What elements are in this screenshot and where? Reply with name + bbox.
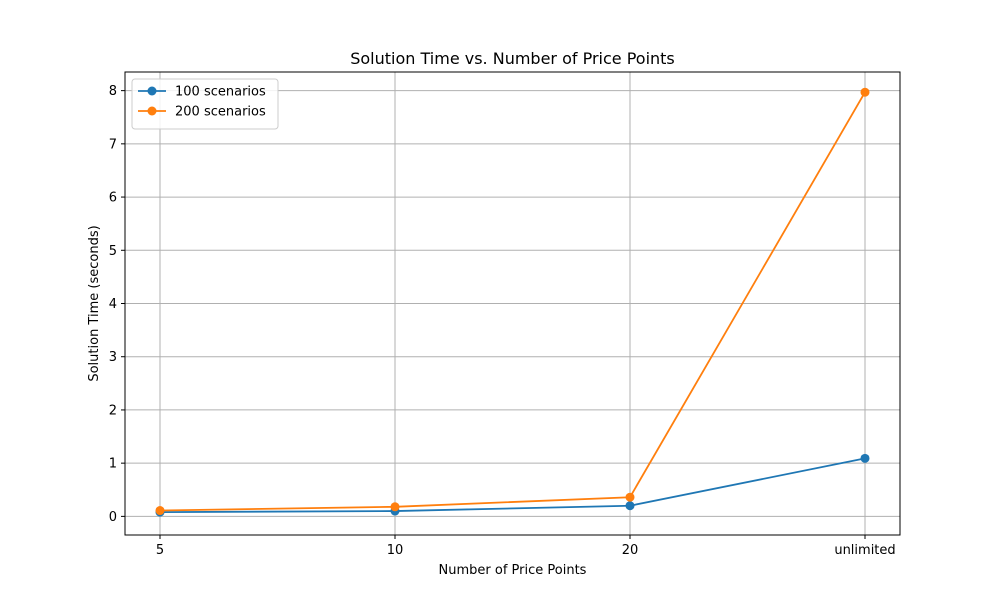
legend-box: [131, 78, 279, 130]
y-tick-label: 5: [109, 244, 117, 259]
y-tick-label: 0: [109, 510, 117, 525]
data-point: [390, 502, 400, 512]
legend: 100 scenarios 200 scenarios: [131, 78, 279, 130]
data-point: [860, 87, 870, 97]
data-point: [860, 453, 870, 463]
x-tick-label: 10: [387, 543, 404, 558]
data-point: [155, 506, 165, 516]
y-axis-label: Solution Time (seconds): [87, 225, 102, 381]
chart-title: Solution Time vs. Number of Price Points: [350, 49, 675, 68]
legend-label: 200 scenarios: [175, 105, 266, 120]
legend-label: 100 scenarios: [175, 85, 266, 100]
y-tick-label: 7: [109, 137, 117, 152]
y-tick-label: 4: [109, 297, 117, 312]
legend-marker: [147, 106, 157, 116]
series-line: [159, 457, 866, 514]
data-point: [625, 492, 635, 502]
grid-lines: [125, 72, 900, 535]
y-tick-label: 1: [109, 457, 117, 472]
y-tick-label: 2: [109, 403, 117, 418]
axis-ticks: 5 10 20 unlimited 0 1 2 3 4 5 6 7 8: [109, 84, 896, 558]
legend-marker: [147, 86, 157, 96]
data-point: [625, 501, 635, 511]
x-tick-label: unlimited: [834, 543, 895, 558]
series-line: [159, 91, 866, 512]
x-tick-label: 20: [622, 543, 639, 558]
x-axis-label: Number of Price Points: [439, 563, 587, 578]
y-tick-label: 6: [109, 191, 117, 206]
x-tick-label: 5: [156, 543, 164, 558]
series-layer: [155, 87, 870, 517]
y-tick-label: 3: [109, 350, 117, 365]
y-tick-label: 8: [109, 84, 117, 99]
